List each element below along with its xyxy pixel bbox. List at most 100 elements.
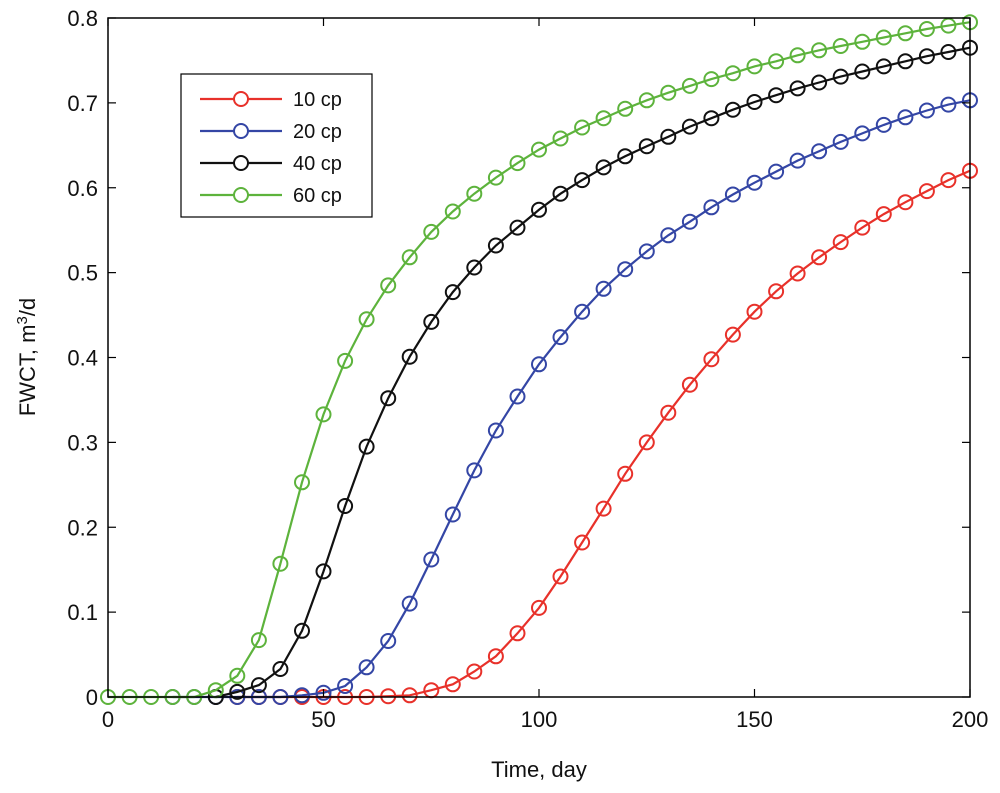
data-point	[875, 58, 892, 75]
data-point	[294, 622, 310, 639]
data-point	[509, 155, 526, 172]
data-point	[380, 688, 397, 705]
data-point	[487, 422, 504, 439]
data-point	[487, 648, 504, 665]
x-tick-label: 150	[736, 707, 773, 732]
data-point	[638, 138, 655, 155]
data-point	[423, 313, 440, 330]
legend-entry: 20 cp	[200, 121, 342, 143]
data-point	[811, 74, 828, 91]
data-point	[724, 326, 741, 343]
x-tick-label: 50	[311, 707, 335, 732]
x-tick-label: 100	[521, 707, 558, 732]
data-point	[768, 163, 785, 180]
series-layer	[100, 14, 978, 705]
data-point	[574, 172, 591, 189]
data-point	[617, 465, 634, 482]
data-point	[294, 687, 310, 704]
series-20-cp	[164, 92, 978, 705]
data-point	[552, 185, 569, 202]
data-point	[444, 676, 461, 693]
data-point	[315, 684, 332, 701]
data-point	[854, 219, 871, 236]
data-point	[401, 687, 418, 704]
data-point	[595, 500, 612, 517]
legend-label: 40 cp	[293, 153, 342, 175]
data-point	[250, 632, 267, 649]
data-point	[724, 101, 741, 118]
data-point	[875, 116, 892, 133]
data-point	[423, 223, 440, 240]
data-point	[337, 498, 354, 514]
data-point	[358, 659, 375, 676]
data-point	[444, 203, 461, 220]
data-point	[897, 25, 914, 42]
data-point	[617, 148, 634, 165]
y-tick-label: 0.7	[67, 91, 98, 116]
legend-label: 60 cp	[293, 185, 342, 207]
data-point	[466, 259, 483, 276]
data-point	[660, 84, 677, 101]
data-point	[638, 243, 655, 260]
data-point	[595, 159, 612, 176]
data-point	[940, 96, 957, 113]
data-point	[811, 143, 828, 160]
data-point	[854, 125, 871, 142]
legend: 10 cp 20 cp 40 cp 60 cp	[180, 73, 373, 218]
data-point	[940, 172, 957, 189]
data-point	[272, 661, 289, 677]
data-point	[703, 71, 720, 88]
legend-swatch-marker	[233, 155, 249, 171]
legend-entries: 10 cp 20 cp 40 cp 60 cp	[200, 89, 342, 207]
data-point	[294, 474, 310, 491]
data-point	[660, 227, 677, 244]
data-point	[423, 551, 440, 568]
y-tick-label: 0.8	[67, 6, 98, 31]
data-point	[617, 100, 634, 117]
y-tick-label: 0.4	[67, 346, 98, 371]
data-point	[401, 595, 418, 612]
data-point	[681, 77, 698, 94]
x-axis-label: Time, day	[491, 757, 587, 782]
y-axis-label-prefix: FWCT, m	[15, 325, 40, 417]
data-point	[854, 33, 871, 50]
series-60-cp	[100, 14, 978, 705]
data-point	[703, 351, 720, 368]
data-point	[509, 219, 526, 236]
data-point	[724, 65, 741, 82]
legend-entry: 60 cp	[200, 185, 342, 207]
data-point	[681, 118, 698, 135]
data-point	[918, 102, 935, 119]
data-point	[250, 677, 267, 694]
data-point	[531, 201, 547, 218]
data-point	[595, 110, 612, 127]
data-point	[229, 683, 246, 700]
data-point	[229, 667, 246, 684]
legend-label: 20 cp	[293, 121, 342, 143]
data-point	[531, 141, 547, 158]
data-point	[811, 249, 828, 266]
data-point	[789, 80, 806, 97]
series-line	[172, 99, 971, 699]
data-point	[832, 133, 849, 150]
series-40-cp	[207, 39, 978, 705]
data-point	[380, 277, 397, 294]
data-point	[768, 53, 785, 70]
y-axis-label-superscript: 3	[14, 316, 31, 324]
data-point	[509, 625, 526, 642]
y-tick-label: 0.1	[67, 600, 98, 625]
y-tick-label: 0.6	[67, 176, 98, 201]
y-tick-label: 0.5	[67, 261, 98, 286]
data-point	[746, 174, 763, 191]
data-point	[315, 563, 332, 580]
y-tick-label: 0.3	[67, 430, 98, 455]
legend-entry: 40 cp	[200, 153, 342, 175]
data-point	[681, 376, 698, 393]
y-axis: 0 0.1 0.2 0.3 0.4 0.5 0.6 0.7 0.8	[67, 6, 970, 710]
series-line	[215, 46, 971, 699]
data-point	[832, 68, 849, 85]
y-tick-label: 0.2	[67, 515, 98, 540]
data-point	[337, 678, 354, 694]
data-point	[444, 506, 461, 523]
